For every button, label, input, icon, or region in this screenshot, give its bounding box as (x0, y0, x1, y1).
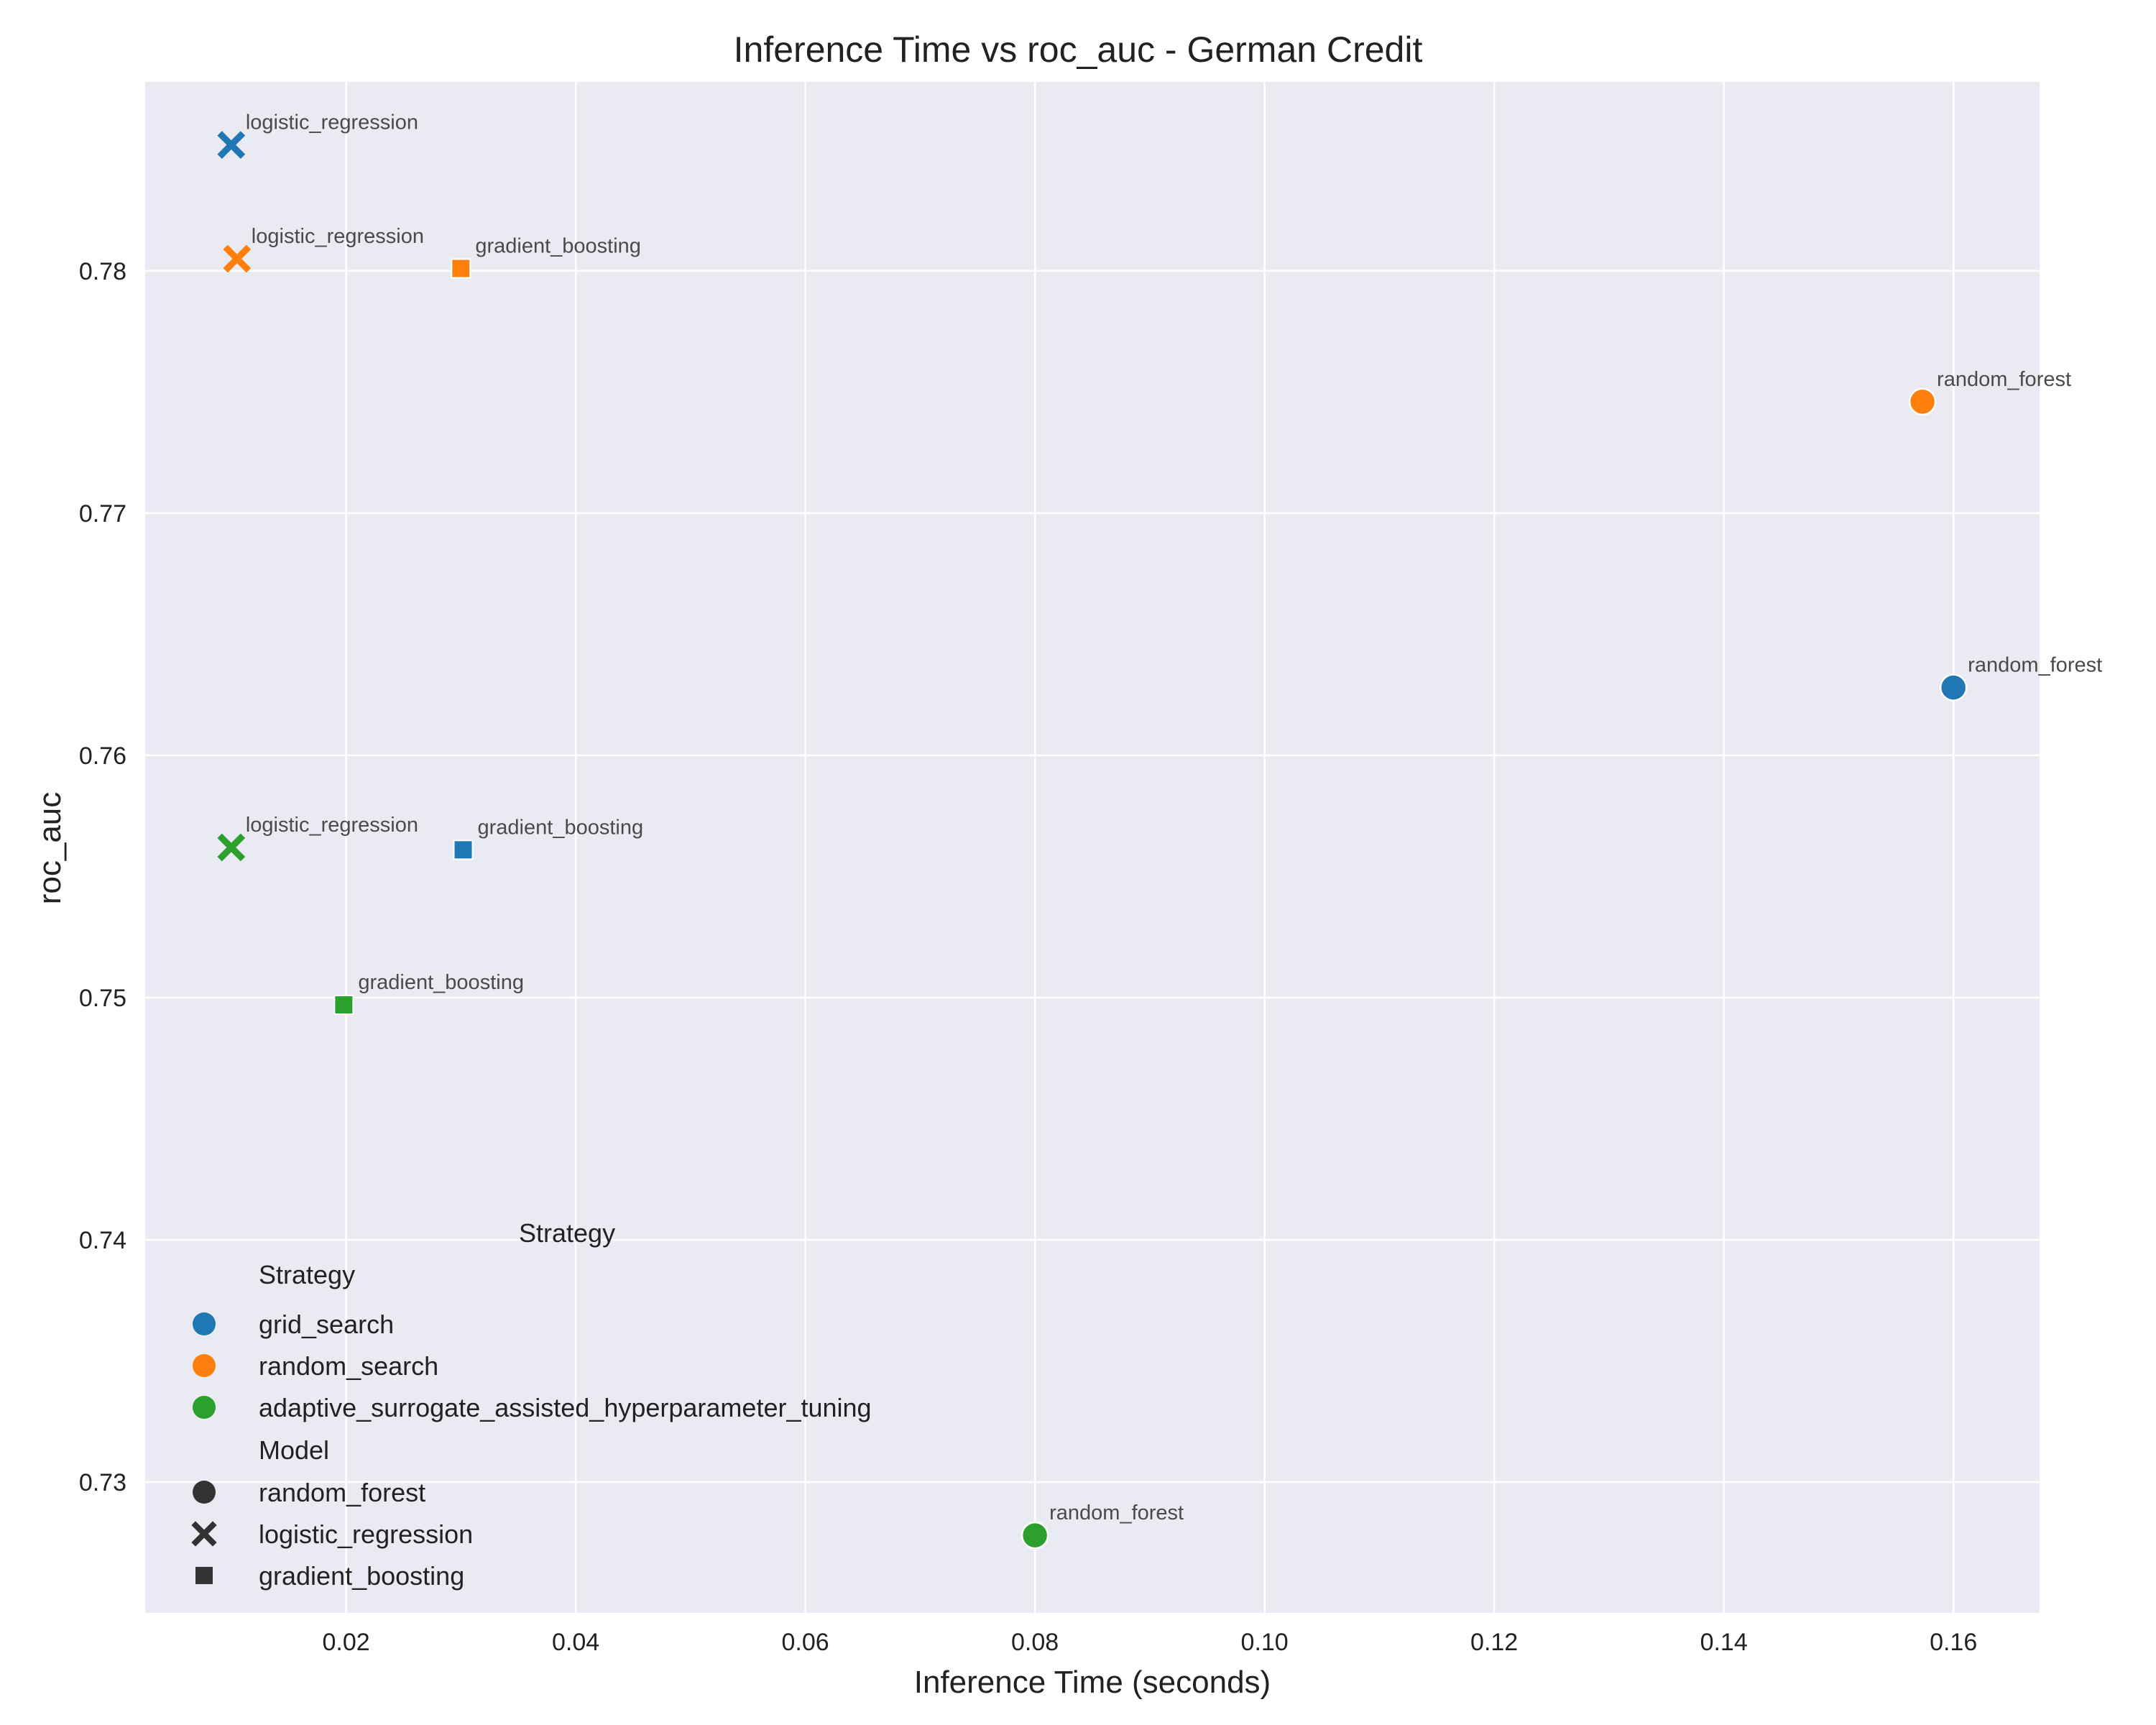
y-tick-label: 0.76 (79, 742, 126, 770)
y-tick-label: 0.75 (79, 985, 126, 1012)
point-grid-search-gradient-boosting (453, 840, 474, 860)
legend-strategy-header: Strategy (259, 1260, 355, 1289)
legend-entry-random-search: random_search (259, 1351, 438, 1381)
point-adaptive-surrogate-assisted-hyperparameter-tuning-logistic-regression (217, 833, 246, 862)
legend-marker-random-forest (193, 1481, 216, 1504)
x-tick-label: 0.04 (552, 1629, 599, 1656)
point-label: logistic_regression (246, 111, 418, 134)
point-label: random_forest (1968, 654, 2102, 677)
grid-lines (145, 82, 2040, 1613)
point-label: random_forest (1937, 368, 2071, 391)
x-tick-label: 0.16 (1930, 1629, 1977, 1656)
y-tick-label: 0.78 (79, 258, 126, 285)
point-adaptive-surrogate-assisted-hyperparameter-tuning-random-forest (1021, 1521, 1049, 1550)
point-label: gradient_boosting (358, 971, 524, 994)
point-label: logistic_regression (246, 814, 418, 837)
chart-title: Inference Time vs roc_auc - German Credi… (734, 29, 1423, 70)
legend-entry-grid-search: grid_search (259, 1310, 394, 1339)
point-label: logistic_regression (252, 225, 424, 248)
y-axis-label: roc_auc (32, 792, 68, 905)
point-grid-search-logistic-regression (217, 131, 246, 159)
legend-marker-random-search (193, 1354, 216, 1377)
legend-model-header: Model (259, 1435, 329, 1465)
plot-area (145, 82, 2040, 1613)
point-adaptive-surrogate-assisted-hyperparameter-tuning-gradient-boosting (333, 995, 354, 1016)
legend-entry-adaptive: adaptive_surrogate_assisted_hyperparamet… (259, 1393, 872, 1422)
x-tick-label: 0.06 (782, 1629, 829, 1656)
x-axis-label: Inference Time (seconds) (914, 1665, 1271, 1700)
y-tick-label: 0.74 (79, 1227, 126, 1254)
x-tick-label: 0.02 (322, 1629, 369, 1656)
point-random-search-gradient-boosting (451, 258, 471, 279)
legend-entry-logistic-regression: logistic_regression (259, 1519, 473, 1549)
legend-marker-logistic-regression (191, 1521, 217, 1547)
x-tick-label: 0.14 (1700, 1629, 1748, 1656)
point-random-search-logistic-regression (223, 244, 252, 273)
legend: Strategy Strategy grid_search random_sea… (191, 1218, 872, 1591)
y-tick-label: 0.77 (79, 500, 126, 528)
legend-marker-grid-search (193, 1312, 216, 1335)
legend-entry-gradient-boosting: gradient_boosting (259, 1561, 464, 1591)
legend-marker-gradient-boosting (195, 1567, 213, 1584)
legend-entry-random-forest: random_forest (259, 1478, 425, 1507)
x-tick-label: 0.12 (1470, 1629, 1518, 1656)
legend-marker-adaptive (193, 1396, 216, 1419)
point-label: gradient_boosting (478, 816, 644, 839)
point-label: gradient_boosting (475, 235, 641, 258)
legend-outer-title: Strategy (519, 1218, 615, 1248)
x-tick-label: 0.10 (1241, 1629, 1289, 1656)
y-tick-label: 0.73 (79, 1469, 126, 1496)
point-grid-search-random-forest (1939, 673, 1968, 702)
x-tick-label: 0.08 (1011, 1629, 1059, 1656)
tick-labels: 0.02 0.04 0.06 0.08 0.10 0.12 0.14 0.16 0.73 0.74… (79, 258, 1977, 1656)
data-points (217, 131, 1968, 1550)
point-label: random_forest (1049, 1501, 1184, 1524)
point-random-search-random-forest (1908, 387, 1937, 416)
